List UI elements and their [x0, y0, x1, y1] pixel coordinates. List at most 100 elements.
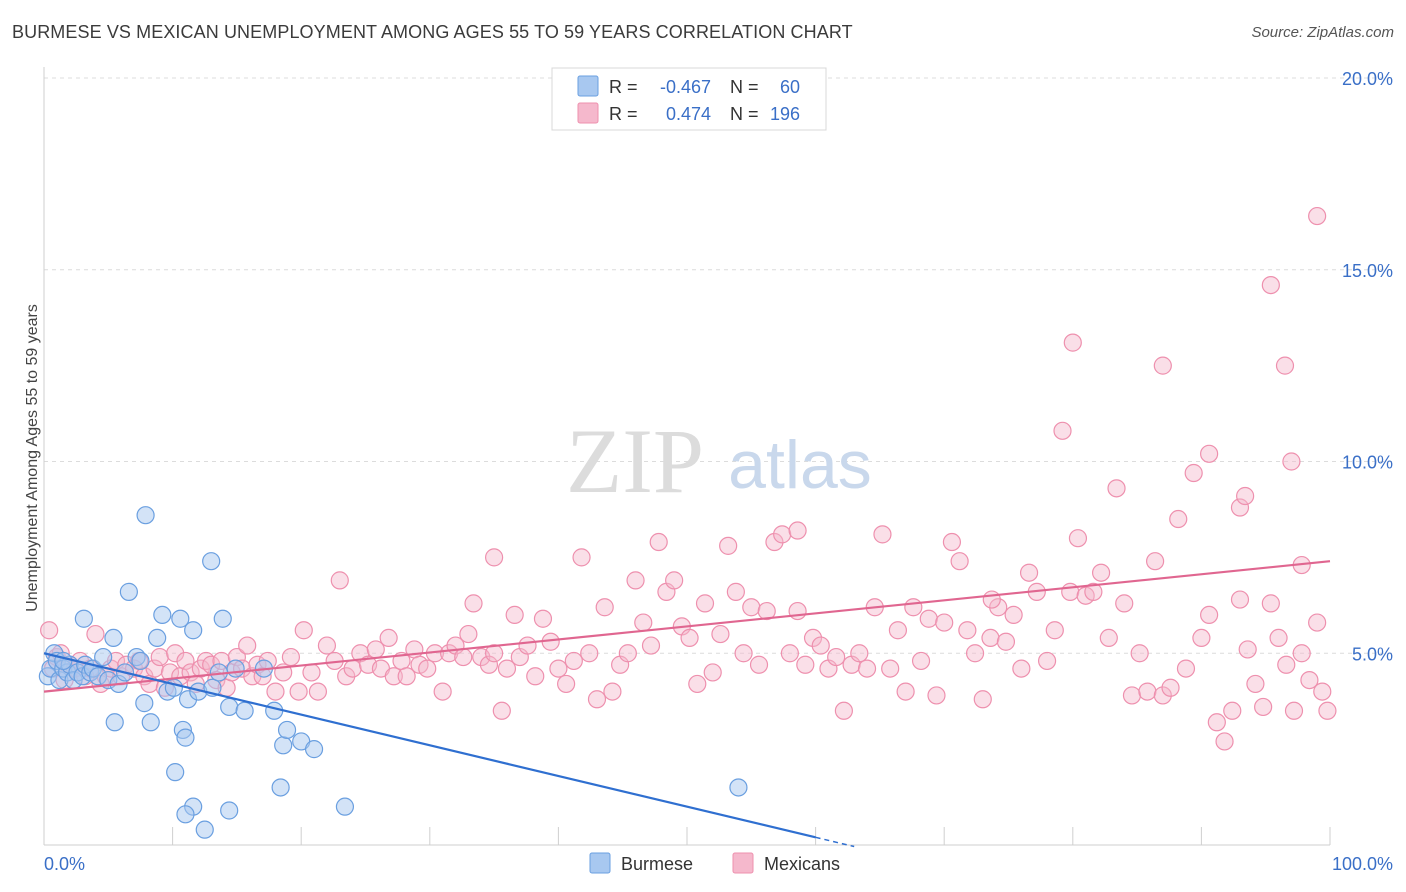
point-mexicans	[942, 532, 962, 552]
point-mexicans	[780, 644, 799, 663]
point-mexicans	[1045, 621, 1064, 640]
point-mexicans	[479, 655, 499, 674]
point-mexicans	[811, 636, 830, 655]
point-mexicans	[1246, 674, 1265, 694]
legend-n-value: 196	[770, 104, 800, 124]
point-mexicans	[343, 659, 362, 678]
point-mexicans	[1223, 701, 1242, 720]
point-mexicans	[1282, 452, 1301, 471]
point-burmese	[271, 778, 290, 797]
point-mexicans	[965, 644, 985, 663]
point-mexicans	[1115, 594, 1134, 613]
series-mexicans	[40, 206, 1337, 751]
point-mexicans	[827, 647, 846, 667]
point-burmese	[54, 651, 73, 671]
point-burmese	[277, 720, 297, 740]
point-mexicans	[888, 621, 908, 640]
point-mexicans	[1207, 713, 1226, 732]
y-axis-label: Unemployment Among Ages 55 to 59 years	[24, 304, 41, 612]
point-mexicans	[485, 644, 504, 663]
point-mexicans	[587, 690, 607, 709]
point-mexicans	[1122, 686, 1142, 705]
point-mexicans	[1215, 732, 1234, 751]
point-burmese	[304, 740, 324, 759]
point-mexicans	[1107, 479, 1126, 498]
point-mexicans	[726, 582, 745, 601]
point-mexicans	[1238, 640, 1257, 659]
y-tick-label: 5.0%	[1352, 644, 1393, 664]
point-mexicans	[595, 598, 614, 617]
point-burmese	[335, 797, 355, 816]
point-mexicans	[1099, 628, 1118, 648]
point-mexicans	[973, 690, 992, 709]
grid-lines	[44, 77, 1392, 654]
y-tick-label: 15.0%	[1342, 261, 1393, 281]
point-mexicans	[86, 624, 105, 644]
point-mexicans	[904, 598, 923, 617]
point-mexicans	[1153, 686, 1172, 705]
point-burmese	[153, 605, 172, 625]
point-mexicans	[166, 644, 185, 663]
point-mexicans	[688, 674, 707, 694]
point-mexicans	[703, 663, 722, 682]
point-mexicans	[464, 594, 483, 613]
point-mexicans	[757, 601, 776, 621]
point-mexicans	[1037, 651, 1057, 671]
point-mexicans	[649, 532, 668, 552]
point-mexicans	[1261, 594, 1280, 613]
point-burmese	[105, 713, 124, 732]
point-burmese	[265, 701, 284, 720]
point-mexicans	[317, 636, 337, 655]
point-mexicans	[1200, 605, 1219, 625]
watermark-zip: ZIP	[566, 410, 704, 512]
point-mexicans	[765, 532, 784, 552]
point-mexicans	[564, 651, 583, 671]
point-mexicans	[927, 686, 946, 705]
point-mexicans	[1153, 356, 1172, 375]
point-mexicans	[1308, 613, 1327, 632]
point-mexicans	[485, 548, 504, 567]
tick-labels: 5.0% 10.0% 15.0% 20.0% 0.0% 100.0%	[44, 69, 1393, 874]
point-mexicans	[680, 628, 699, 648]
legend-n-label: N =	[730, 77, 759, 97]
point-mexicans	[176, 651, 195, 671]
point-mexicans	[397, 667, 416, 686]
point-burmese	[213, 609, 232, 628]
point-mexicans	[572, 548, 591, 567]
point-mexicans	[302, 663, 321, 682]
legend-swatch-mexicans	[732, 852, 754, 874]
legend-swatch-mexicans	[577, 102, 599, 124]
legend-swatch-burmese	[589, 852, 611, 874]
point-burmese	[148, 628, 167, 648]
point-mexicans	[919, 609, 938, 628]
point-mexicans	[873, 525, 892, 544]
point-mexicans	[850, 644, 869, 663]
point-mexicans	[834, 701, 853, 720]
point-mexicans	[549, 659, 568, 678]
point-mexicans	[626, 571, 645, 590]
point-mexicans	[958, 621, 977, 640]
point-mexicans	[950, 552, 969, 571]
point-mexicans	[796, 655, 815, 674]
correlation-legend: R = -0.467 N = 60 R = 0.474 N = 196	[551, 67, 827, 131]
point-burmese	[235, 701, 254, 720]
point-mexicans	[634, 613, 653, 632]
point-burmese	[131, 651, 150, 671]
trend-line-burmese	[43, 652, 816, 839]
point-mexicans	[454, 647, 473, 667]
point-burmese	[729, 778, 748, 797]
point-mexicans	[618, 644, 637, 663]
point-mexicans	[742, 598, 761, 617]
point-mexicans	[330, 571, 349, 590]
point-mexicans	[580, 644, 599, 663]
point-mexicans	[788, 601, 807, 621]
point-mexicans	[1012, 659, 1031, 678]
point-mexicans	[1308, 206, 1327, 226]
watermark: ZIP atlas	[566, 410, 872, 512]
axes	[43, 67, 1331, 846]
point-mexicans	[1161, 678, 1180, 697]
point-mexicans	[1192, 628, 1211, 648]
point-mexicans	[497, 659, 517, 678]
point-mexicans	[996, 632, 1016, 651]
